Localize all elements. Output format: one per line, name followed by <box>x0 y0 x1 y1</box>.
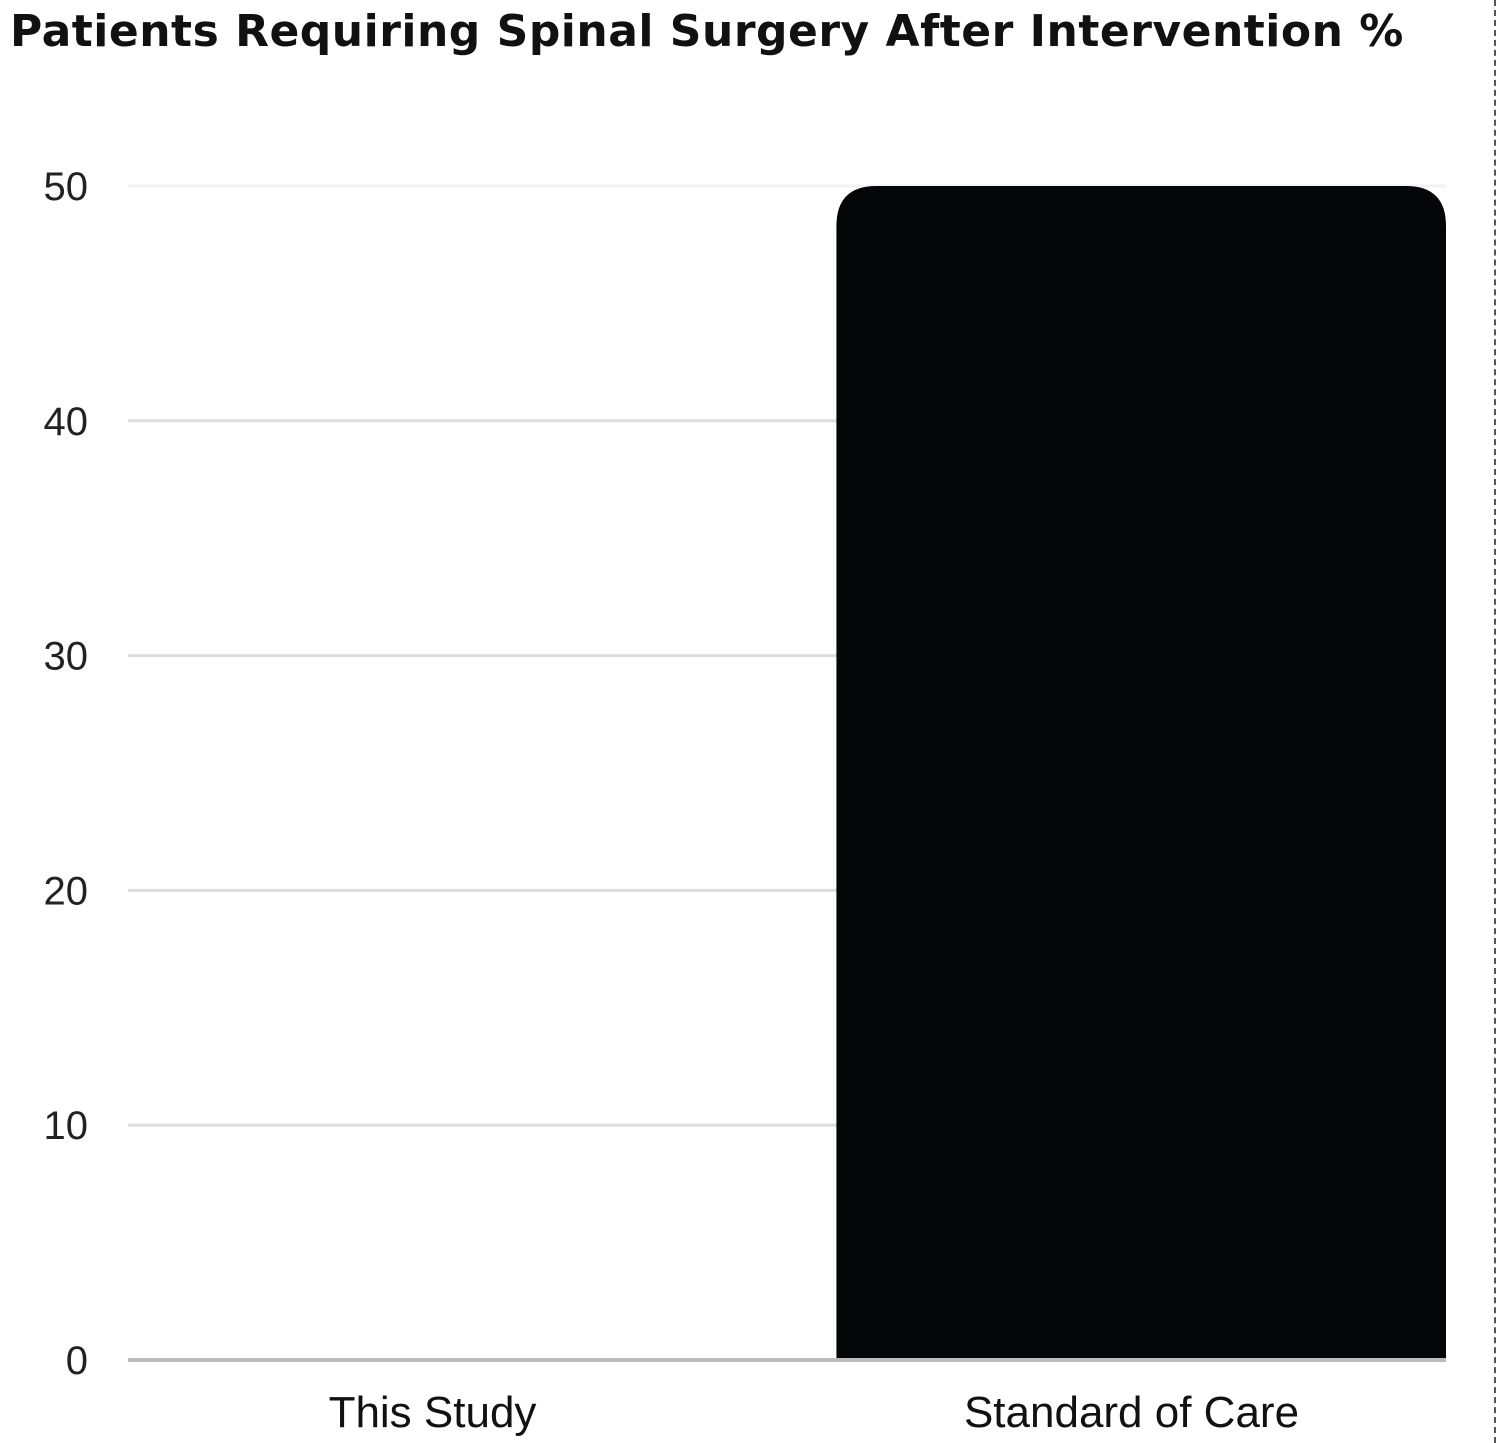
page-edge-divider <box>1494 0 1500 1443</box>
y-tick-label: 50 <box>44 165 89 209</box>
x-tick-label: This Study <box>329 1388 537 1437</box>
y-tick-label: 40 <box>44 400 89 444</box>
y-tick-label: 30 <box>44 635 89 679</box>
x-tick-label: Standard of Care <box>964 1388 1299 1437</box>
y-tick-label: 10 <box>44 1104 89 1148</box>
bar <box>836 186 1446 1360</box>
y-tick-label: 20 <box>44 869 89 913</box>
y-tick-label: 0 <box>66 1339 88 1383</box>
chart-title: Patients Requiring Spinal Surgery After … <box>10 6 1404 57</box>
